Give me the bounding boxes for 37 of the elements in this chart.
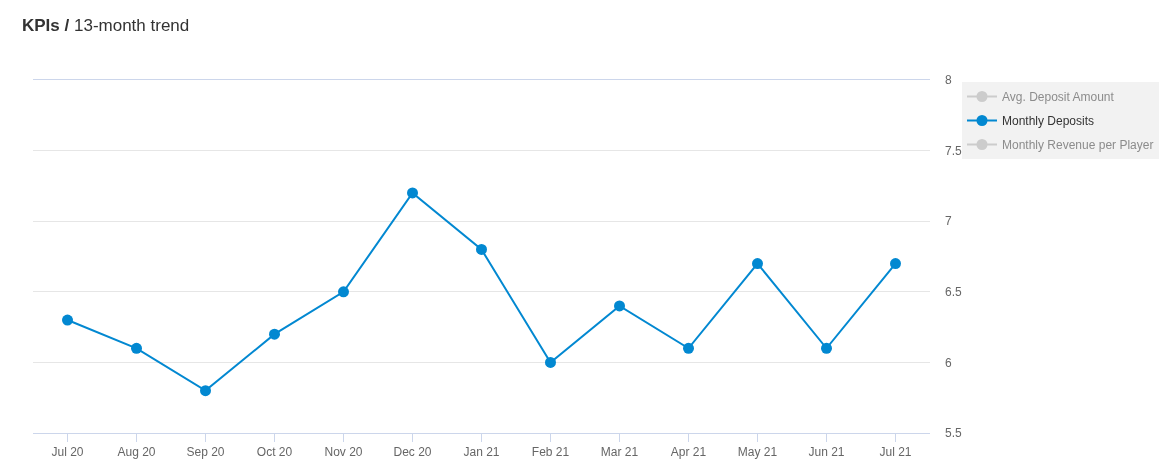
x-tick-label: Mar 21 <box>600 445 639 460</box>
x-tick-label: Nov 20 <box>324 445 363 460</box>
x-tick-label: Jan 21 <box>463 445 500 460</box>
y-tick-label: 7.5 <box>945 143 963 158</box>
x-tick-label: Aug 20 <box>117 445 156 460</box>
y-tick-label: 5.5 <box>945 426 963 441</box>
point <box>131 342 142 354</box>
point <box>821 342 832 354</box>
point <box>683 342 694 354</box>
x-tick-label: Feb 21 <box>531 445 570 460</box>
point <box>407 187 418 199</box>
x-tick-label: Sep 20 <box>186 445 225 460</box>
point <box>476 243 487 255</box>
point <box>338 286 349 298</box>
chart-subtitle: 13-month trend <box>73 15 190 35</box>
point <box>200 385 211 397</box>
x-tick-label: Jul 20 <box>51 445 84 460</box>
chart-title: KPIs / <box>22 15 70 35</box>
point <box>62 314 73 326</box>
point <box>890 258 901 270</box>
legend-label: Monthly Deposits <box>1002 114 1095 129</box>
y-tick-label: 8 <box>945 73 952 88</box>
x-tick-label: Oct 20 <box>256 445 293 460</box>
x-tick-label: Jun 21 <box>808 445 845 460</box>
legend-label: Avg. Deposit Amount <box>1002 90 1115 105</box>
x-tick-label: Jul 21 <box>879 445 912 460</box>
x-tick-label: May 21 <box>737 445 778 460</box>
x-tick-label: Dec 20 <box>393 445 432 460</box>
y-tick-label: 6.5 <box>945 285 963 299</box>
y-tick-label: 6 <box>945 355 952 370</box>
point <box>752 258 763 270</box>
x-tick-label: Apr 21 <box>670 445 707 460</box>
y-tick-label: 7 <box>945 214 952 229</box>
point <box>269 328 280 340</box>
point <box>614 300 625 312</box>
legend-label: Monthly Revenue per Player <box>1002 138 1154 153</box>
point <box>545 356 556 368</box>
